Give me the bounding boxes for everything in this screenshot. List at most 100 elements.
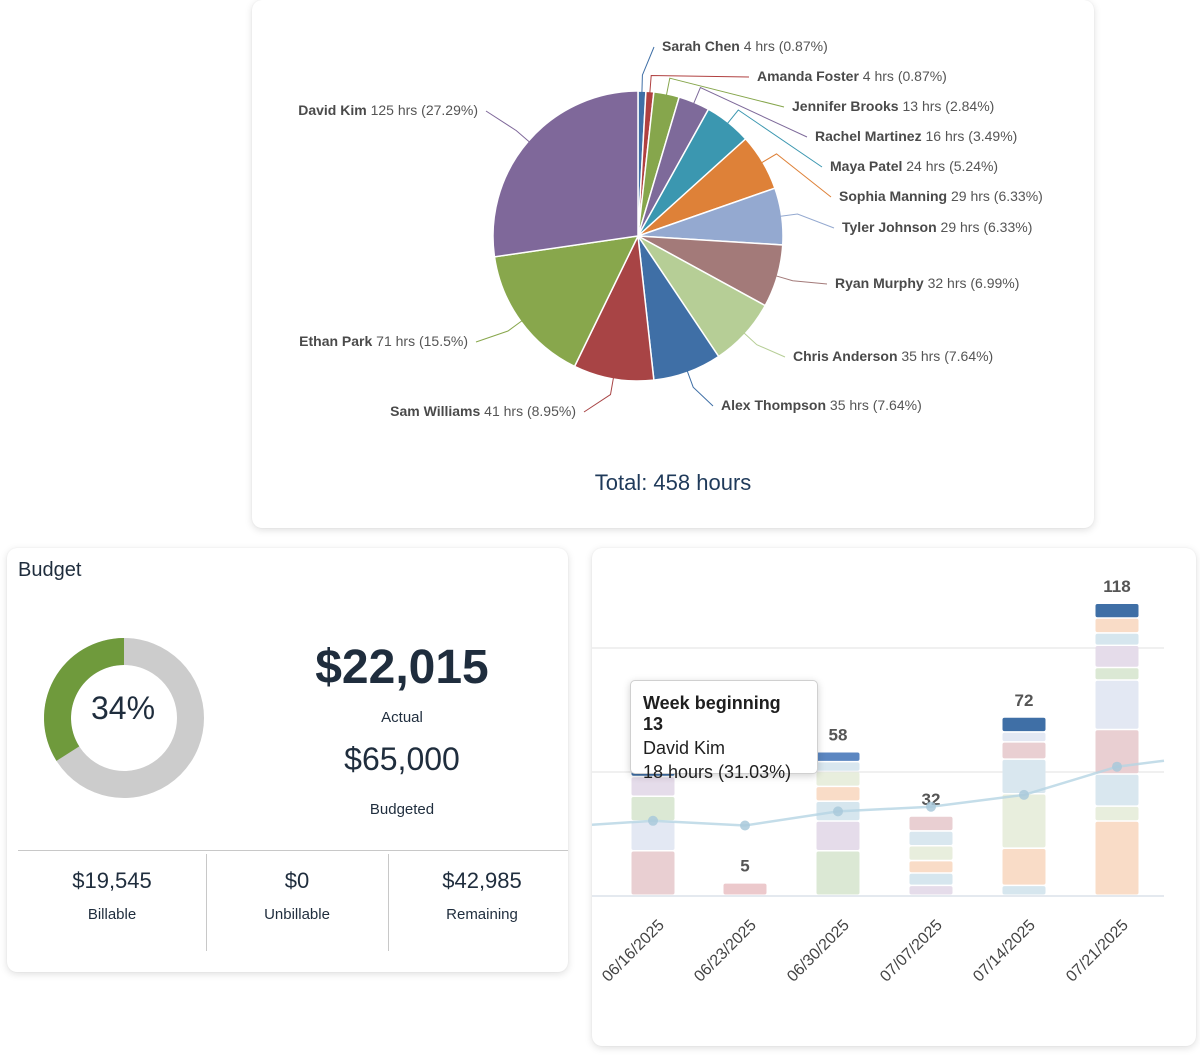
trend-point xyxy=(1112,761,1122,772)
bar-segment xyxy=(631,777,675,796)
bar-segment xyxy=(1095,668,1139,680)
bar-segment xyxy=(816,787,860,801)
pie-slice-david-kim xyxy=(492,90,639,258)
bar-segment xyxy=(631,851,675,895)
bar-segment xyxy=(1095,730,1139,774)
bar-segment xyxy=(909,861,953,873)
pie-label-david-kim: David Kim 125 hrs (27.29%) xyxy=(298,102,478,118)
bar-segment xyxy=(909,873,953,885)
stat-divider xyxy=(206,854,207,951)
x-tick-label: 06/23/2025 xyxy=(691,917,760,986)
pie-connector xyxy=(665,77,785,108)
bar-segment xyxy=(1002,759,1046,793)
pie-connector xyxy=(760,153,832,198)
pie-label-sophia-manning: Sophia Manning 29 hrs (6.33%) xyxy=(839,188,1043,204)
bar-segment xyxy=(1002,794,1046,848)
bar-segment xyxy=(723,883,767,895)
pie-total-label: Total: 458 hours xyxy=(594,470,752,495)
unbillable-label: Unbillable xyxy=(264,906,330,923)
bar-segment xyxy=(816,851,860,895)
x-tick-label: 06/30/2025 xyxy=(784,917,853,986)
chart-tooltip: Week beginning 13 David Kim 18 hours (31… xyxy=(630,680,818,782)
remaining-stat: $42,985 Remaining xyxy=(392,868,572,923)
remaining-label: Remaining xyxy=(446,906,518,923)
budget-divider xyxy=(18,850,568,851)
bar-segment xyxy=(1002,886,1046,895)
trend-line xyxy=(592,759,1165,827)
bar-segment xyxy=(1095,646,1139,667)
remaining-value: $42,985 xyxy=(442,868,522,893)
budget-card: Budget 34% $22,015 Actual $65,000 Budget… xyxy=(7,548,568,972)
pie-label-amanda-foster: Amanda Foster 4 hrs (0.87%) xyxy=(757,68,947,84)
bar-segment xyxy=(1095,618,1139,633)
x-tick-label: 07/14/2025 xyxy=(970,917,1039,986)
bar-segment xyxy=(631,821,675,850)
bar-segment xyxy=(816,762,860,771)
bar-segment xyxy=(909,846,953,860)
bar-segment xyxy=(1002,717,1046,732)
trend-point xyxy=(740,820,750,831)
x-tick-label: 07/07/2025 xyxy=(877,917,946,986)
pie-connector xyxy=(775,275,828,285)
bar-segment xyxy=(1002,732,1046,742)
bar-segment xyxy=(1095,774,1139,806)
bar-segment xyxy=(1095,806,1139,821)
pie-label-maya-patel: Maya Patel 24 hrs (5.24%) xyxy=(830,158,998,174)
trend-point xyxy=(648,815,658,826)
bar-total-label: 5 xyxy=(740,857,749,876)
billable-stat: $19,545 Billable xyxy=(22,868,202,923)
bar-segment xyxy=(1002,742,1046,759)
tooltip-name: David Kim xyxy=(643,738,726,758)
pie-connector xyxy=(485,110,531,143)
trend-point xyxy=(833,806,843,817)
unbillable-stat: $0 Unbillable xyxy=(207,868,387,923)
bar-segment xyxy=(909,831,953,845)
bar-segment xyxy=(1095,633,1139,645)
bar-total-label: 32 xyxy=(922,790,941,809)
bar-segment xyxy=(909,886,953,895)
unbillable-value: $0 xyxy=(284,868,310,893)
bar-segment xyxy=(816,772,860,786)
bar-total-label: 58 xyxy=(829,726,848,745)
weekly-hours-chart: 06/16/2025 5 06/23/2025 58 06/30/2025 32 07/07… xyxy=(592,577,1165,986)
bar-segment xyxy=(1095,821,1139,895)
tooltip-value: 18 hours (31.03%) xyxy=(643,762,792,782)
trend-point xyxy=(926,801,936,812)
weekly-hours-card: 06/16/2025 5 06/23/2025 58 06/30/2025 32 07/07… xyxy=(592,548,1196,1046)
pie-connector xyxy=(475,319,523,343)
pie-label-sam-williams: Sam Williams 41 hrs (8.95%) xyxy=(390,403,576,419)
pie-label-sarah-chen: Sarah Chen 4 hrs (0.87%) xyxy=(662,38,828,54)
pie-label-chris-anderson: Chris Anderson 35 hrs (7.64%) xyxy=(793,348,993,364)
pie-connector xyxy=(779,213,835,229)
pie-connector xyxy=(649,74,750,94)
pie-label-jennifer-brooks: Jennifer Brooks 13 hrs (2.84%) xyxy=(792,98,994,114)
bar-segment xyxy=(1095,680,1139,729)
bar-segment xyxy=(816,821,860,850)
budgeted-label: Budgeted xyxy=(369,801,435,818)
budget-percent: 34% xyxy=(90,690,156,726)
actual-value: $22,015 xyxy=(315,641,489,694)
budgeted-value: $65,000 xyxy=(344,741,460,777)
pie-label-rachel-martinez: Rachel Martinez 16 hrs (3.49%) xyxy=(815,128,1017,144)
pie-label-ryan-murphy: Ryan Murphy 32 hrs (6.99%) xyxy=(835,275,1019,291)
bar-segment xyxy=(909,816,953,831)
actual-label: Actual xyxy=(381,709,423,726)
pie-connector xyxy=(641,46,655,94)
hours-pie-card: Sarah Chen 4 hrs (0.87%) Amanda Foster 4 … xyxy=(252,0,1094,528)
x-tick-label: 06/16/2025 xyxy=(599,917,668,986)
donut-filled-arc xyxy=(44,638,124,761)
bar-segment xyxy=(816,752,860,761)
budget-donut xyxy=(44,638,204,798)
pie-connector xyxy=(583,376,615,413)
billable-value: $19,545 xyxy=(72,868,152,893)
trend-point xyxy=(1019,789,1029,800)
hours-pie-chart: Sarah Chen 4 hrs (0.87%) Amanda Foster 4 … xyxy=(298,38,1043,419)
billable-label: Billable xyxy=(87,906,137,923)
x-tick-label: 07/21/2025 xyxy=(1063,917,1132,986)
budget-title: Budget xyxy=(18,559,82,581)
pie-connector xyxy=(743,332,786,358)
pie-connector xyxy=(726,109,823,168)
bar-segment xyxy=(1002,849,1046,885)
pie-label-tyler-johnson: Tyler Johnson 29 hrs (6.33%) xyxy=(842,219,1032,235)
bar-segment xyxy=(631,797,675,821)
